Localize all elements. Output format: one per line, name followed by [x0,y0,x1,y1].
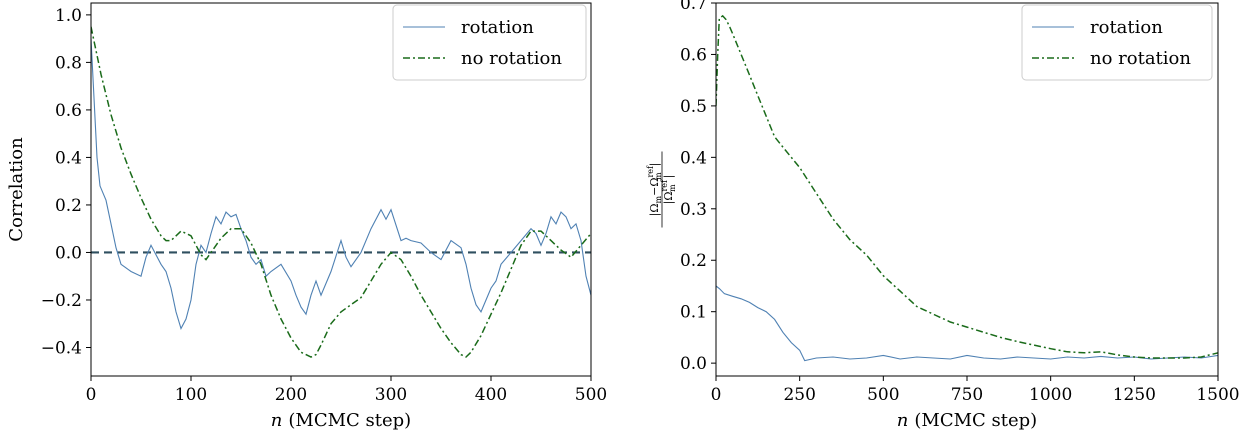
series-layer-left [91,26,591,358]
y-tick-label: 0.4 [55,148,82,168]
axes-frame-right [715,2,1219,377]
x-tick-label: 0 [711,385,722,405]
x-axis-label-var-right: n [897,410,909,431]
legend-label-no-rotation: no rotation [461,48,562,69]
ticks-layer-right: 0 250 500 750 1000 1250 1500 0.0 0.1 0.2 0.3 0.4 0.5… [680,0,1240,405]
x-axis-label-text: (MCMC step) [288,410,411,431]
y-tick-label: 1.0 [55,6,82,26]
y-tick-label: −0.4 [41,338,82,358]
y-tick-label: 0.6 [680,45,707,65]
series-line-rotation [91,38,591,330]
series-layer-right [716,14,1218,362]
x-axis-label-text-right: (MCMC step) [914,410,1037,431]
y-label-denominator: |Ωrefm| [660,175,677,205]
x-tick-label: 500 [867,385,899,405]
y-tick-label: 0.2 [55,196,82,216]
x-tick-label: 500 [575,385,607,405]
x-axis-label-var: n [271,410,283,431]
x-tick-label: 400 [475,385,507,405]
legend-box-right [1021,4,1213,81]
x-tick-label: 100 [175,385,207,405]
legend-right: rotation no rotation [1021,4,1213,81]
legend-label-rotation: rotation [461,17,534,38]
x-tick-label: 750 [951,385,983,405]
series-line-rotation [716,285,1218,362]
omega-error-chart: 0 250 500 750 1000 1250 1500 0.0 0.1 0.2 0.3 0.4 0.5… [646,0,1240,431]
y-tick-label: 0.6 [55,101,82,121]
y-tick-label: 0.5 [680,97,707,117]
x-tick-label: 1000 [1029,385,1072,405]
x-axis-label-left: n (MCMC step) [271,410,411,431]
legend-label-no-rotation-right: no rotation [1090,48,1191,69]
legend-box-left [392,4,587,81]
series-line-no-rotation [716,14,1218,359]
y-label-numerator: |Ωm−Ωrefm| [646,163,663,217]
y-tick-label: 0.2 [680,251,707,271]
x-tick-label: 200 [275,385,307,405]
y-tick-label: 0.4 [680,148,707,168]
x-tick-label: 300 [375,385,407,405]
correlation-chart: 0 100 200 300 400 500 −0.4 −0.2 0.0 0.2 0.4 0.6 0.8 1… [6,2,608,431]
x-tick-label: 250 [783,385,815,405]
y-tick-label: 0.0 [680,354,707,374]
x-tick-label: 0 [86,385,97,405]
series-line-no-rotation [91,26,591,358]
ticks-layer-left: 0 100 200 300 400 500 −0.4 −0.2 0.0 0.2 0.4 0.6 0.8 1… [41,6,608,405]
y-tick-label: 0.7 [680,0,707,14]
y-tick-label: 0.0 [55,243,82,263]
x-axis-label-right: n (MCMC step) [897,410,1037,431]
x-tick-label: 1500 [1196,385,1239,405]
y-tick-label: −0.2 [41,291,82,311]
y-tick-label: 0.1 [680,303,707,323]
y-axis-label-right: |Ωm−Ωrefm| |Ωrefm| [646,151,677,228]
y-tick-label: 0.8 [55,53,82,73]
y-tick-label: 0.3 [680,200,707,220]
y-axis-label-left: Correlation [6,137,27,242]
axes-frame-left [90,2,592,377]
legend-left: rotation no rotation [392,4,587,81]
legend-label-rotation-right: rotation [1090,17,1163,38]
x-tick-label: 1250 [1113,385,1156,405]
